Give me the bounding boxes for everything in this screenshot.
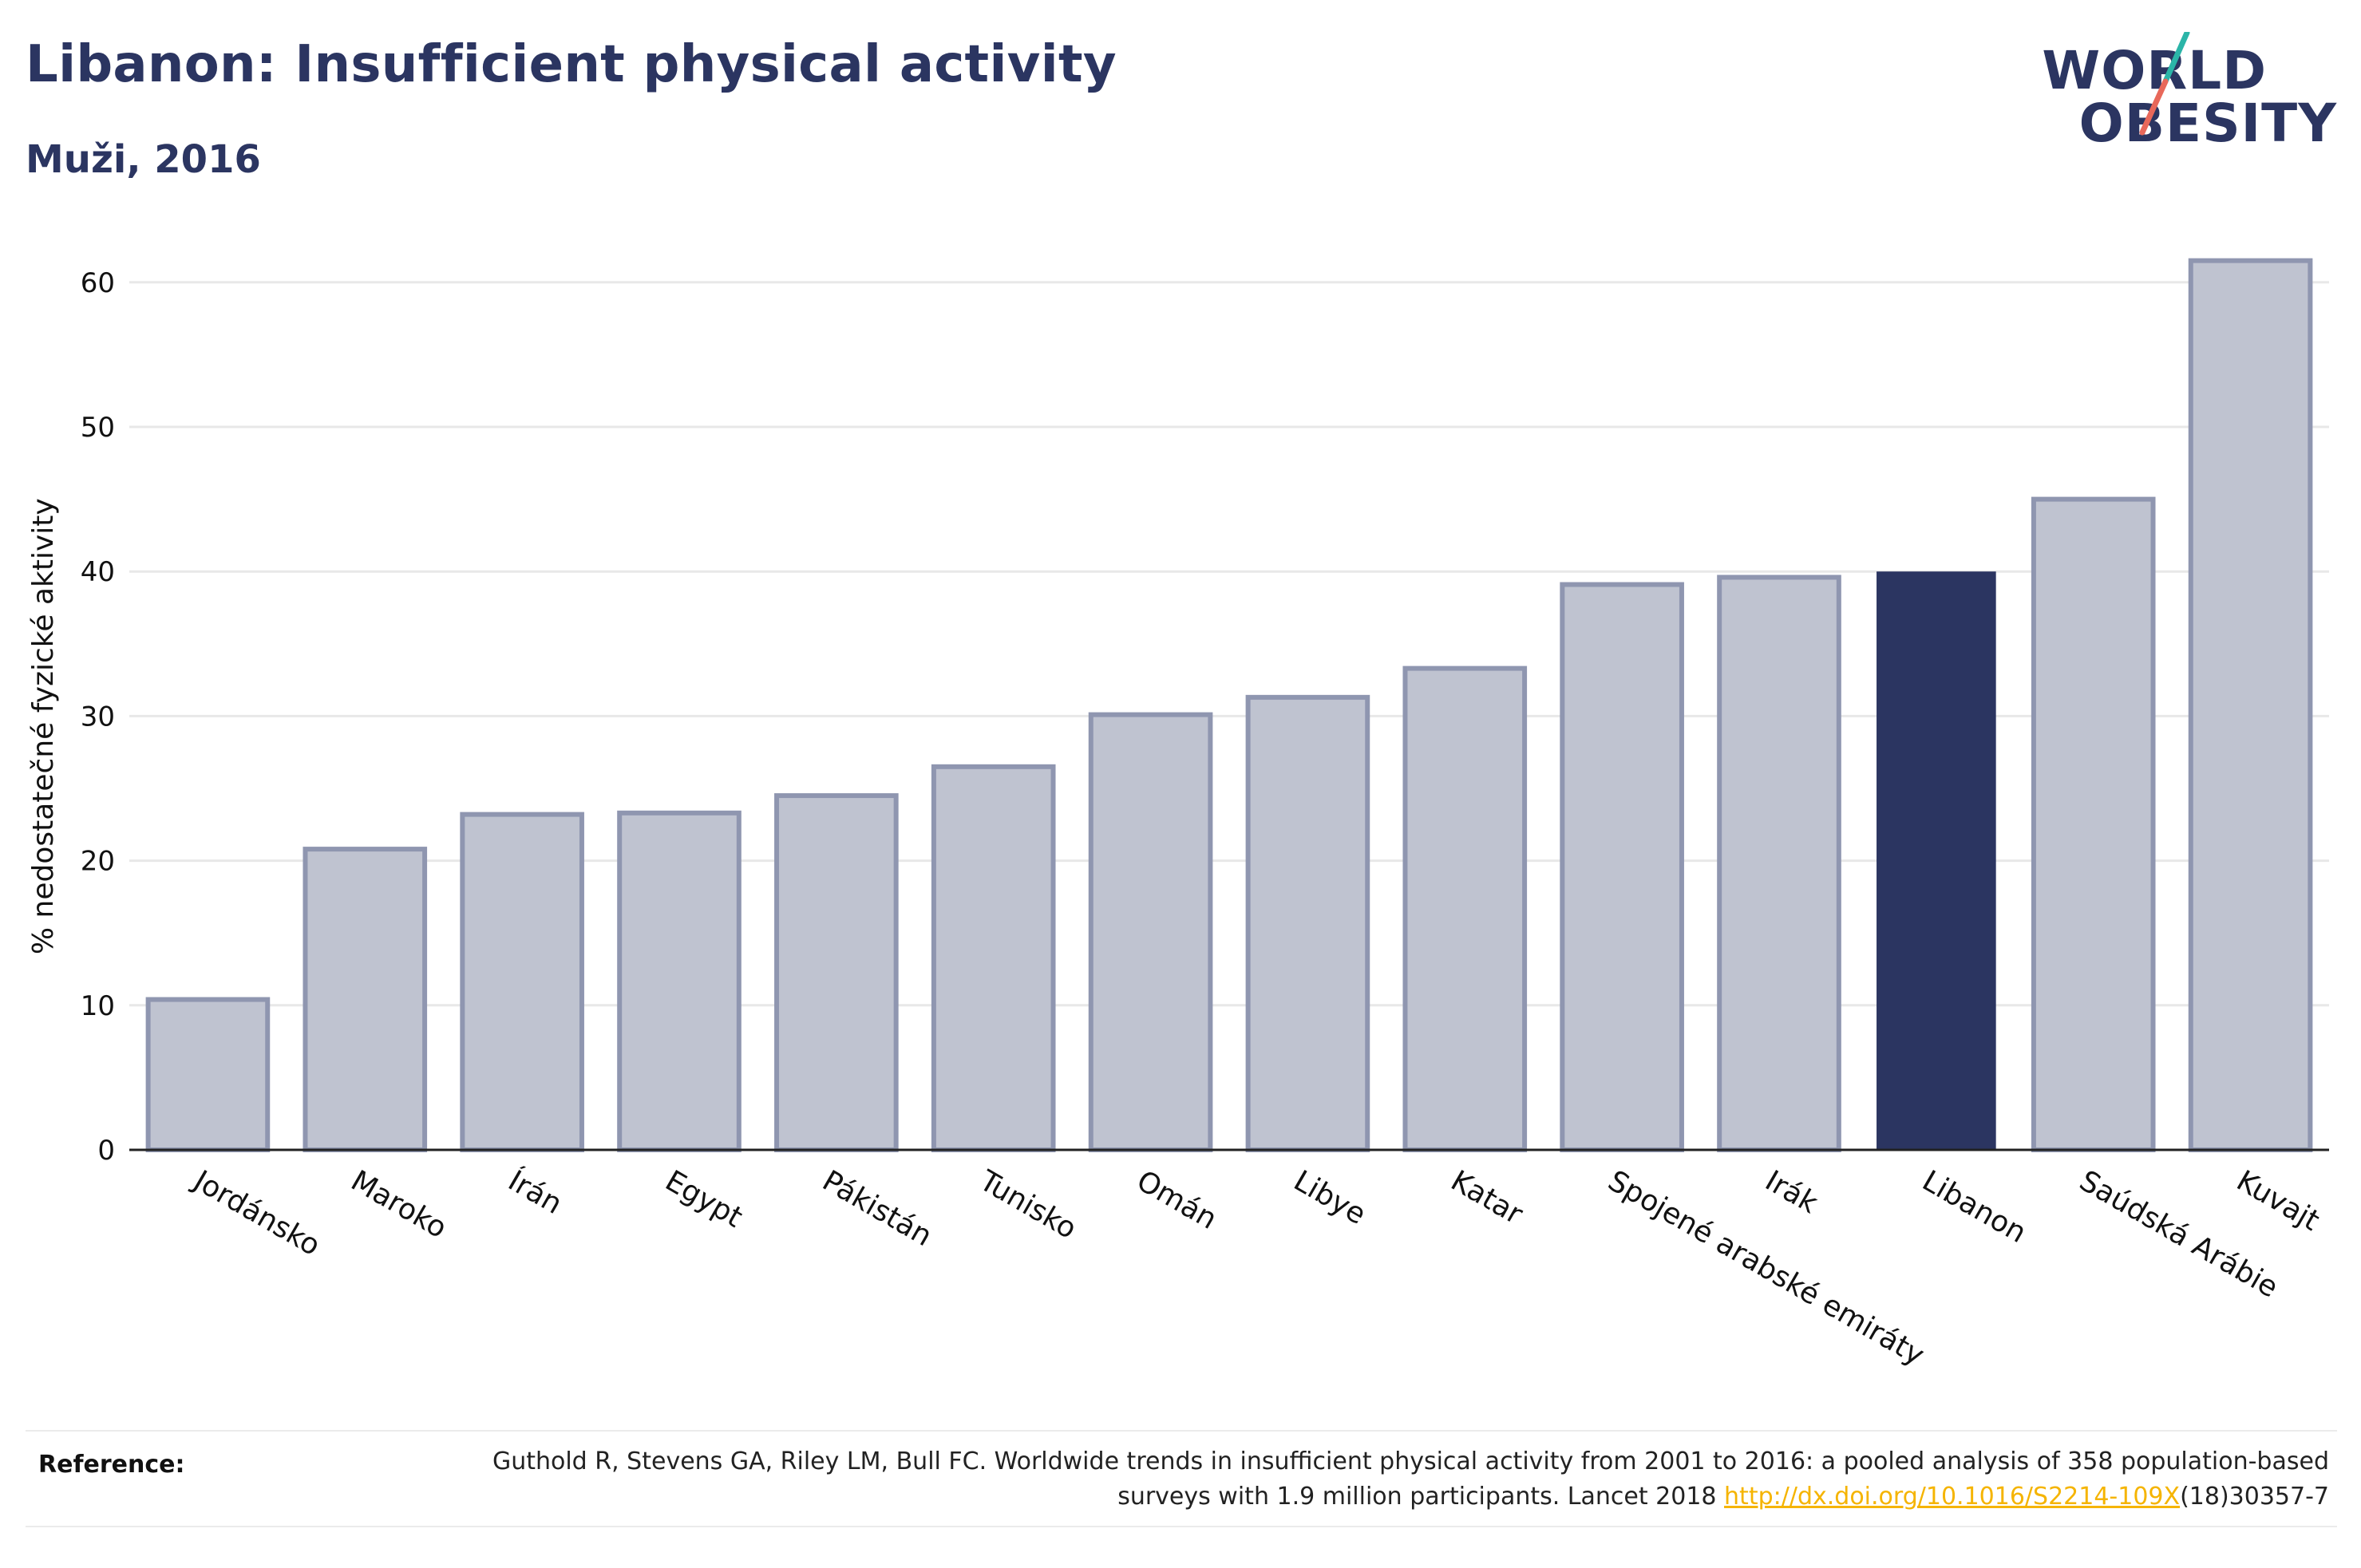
reference-label: Reference:: [38, 1451, 185, 1479]
bar-saúdská-arábie: [2031, 496, 2156, 1153]
y-tick-label: 10: [81, 990, 115, 1022]
y-tick-label: 20: [81, 846, 115, 878]
x-tick-label: Irák: [1760, 1164, 1824, 1220]
chart-subtitle: Muži, 2016: [26, 137, 261, 182]
logo-line-2: OBESITY: [2078, 93, 2337, 154]
y-tick-label: 40: [81, 556, 115, 588]
footer-divider-bottom: [26, 1526, 2337, 1527]
x-tick-label: Katar: [1445, 1164, 1529, 1231]
x-tick-label: Kuvajt: [2231, 1164, 2325, 1238]
x-tick-label: Libye: [1288, 1164, 1371, 1231]
x-tick-label: Omán: [1131, 1164, 1222, 1236]
x-tick-label: Egypt: [660, 1164, 748, 1234]
reference-doi-link[interactable]: http://dx.doi.org/10.1016/S2214-109X: [1724, 1483, 2181, 1511]
x-tick-label: Libanon: [1916, 1164, 2031, 1250]
y-tick-label: 50: [81, 412, 115, 444]
bar-libye: [1245, 694, 1370, 1152]
x-tick-label: Pákistán: [817, 1164, 937, 1253]
logo-slash-icon: [2139, 32, 2190, 136]
bar-egypt: [617, 810, 742, 1153]
y-tick-label: 60: [81, 267, 115, 299]
logo-line-1: WORLD: [2042, 40, 2267, 101]
bar-irák: [1717, 575, 1841, 1152]
bar-libanon: [1877, 571, 1996, 1150]
world-obesity-logo: WORLD OBESITY: [2042, 32, 2347, 176]
bar-jordánsko: [145, 997, 271, 1152]
bars: [145, 258, 2313, 1153]
gridlines: [129, 281, 2329, 1007]
bar-maroko: [303, 847, 428, 1152]
bar-kuvajt: [2188, 258, 2313, 1153]
x-tick-label: Maroko: [346, 1164, 453, 1245]
bar-chart: 0 10 20 30 40 50 60 Jordánsko Maroko Írán Egypt Pák…: [27, 258, 2329, 1372]
bar-írán: [460, 812, 584, 1153]
bar-katar: [1402, 666, 1528, 1152]
y-tick-label: 0: [97, 1135, 115, 1167]
reference-citation: Guthold R, Stevens GA, Riley LM, Bull FC…: [492, 1448, 2329, 1511]
reference-text: Guthold R, Stevens GA, Riley LM, Bull FC…: [413, 1444, 2329, 1515]
bar-tunisko: [931, 764, 1056, 1152]
bar-spojené-arabské-emiráty: [1560, 582, 1684, 1152]
x-tick-label: Tunisko: [973, 1164, 1082, 1246]
reference-citation-suffix: (18)30357-7: [2180, 1483, 2329, 1511]
bar-pákistán: [774, 793, 899, 1152]
footer-divider-top: [26, 1430, 2337, 1432]
x-tick-label: Írán: [503, 1163, 568, 1221]
y-axis-label: % nedostatečné fyzické aktivity: [27, 498, 60, 954]
x-tick-label: Jordánsko: [187, 1163, 326, 1262]
bar-omán: [1088, 712, 1213, 1152]
chart-title: Libanon: Insufficient physical activity: [26, 35, 1117, 94]
y-tick-label: 30: [81, 701, 115, 733]
